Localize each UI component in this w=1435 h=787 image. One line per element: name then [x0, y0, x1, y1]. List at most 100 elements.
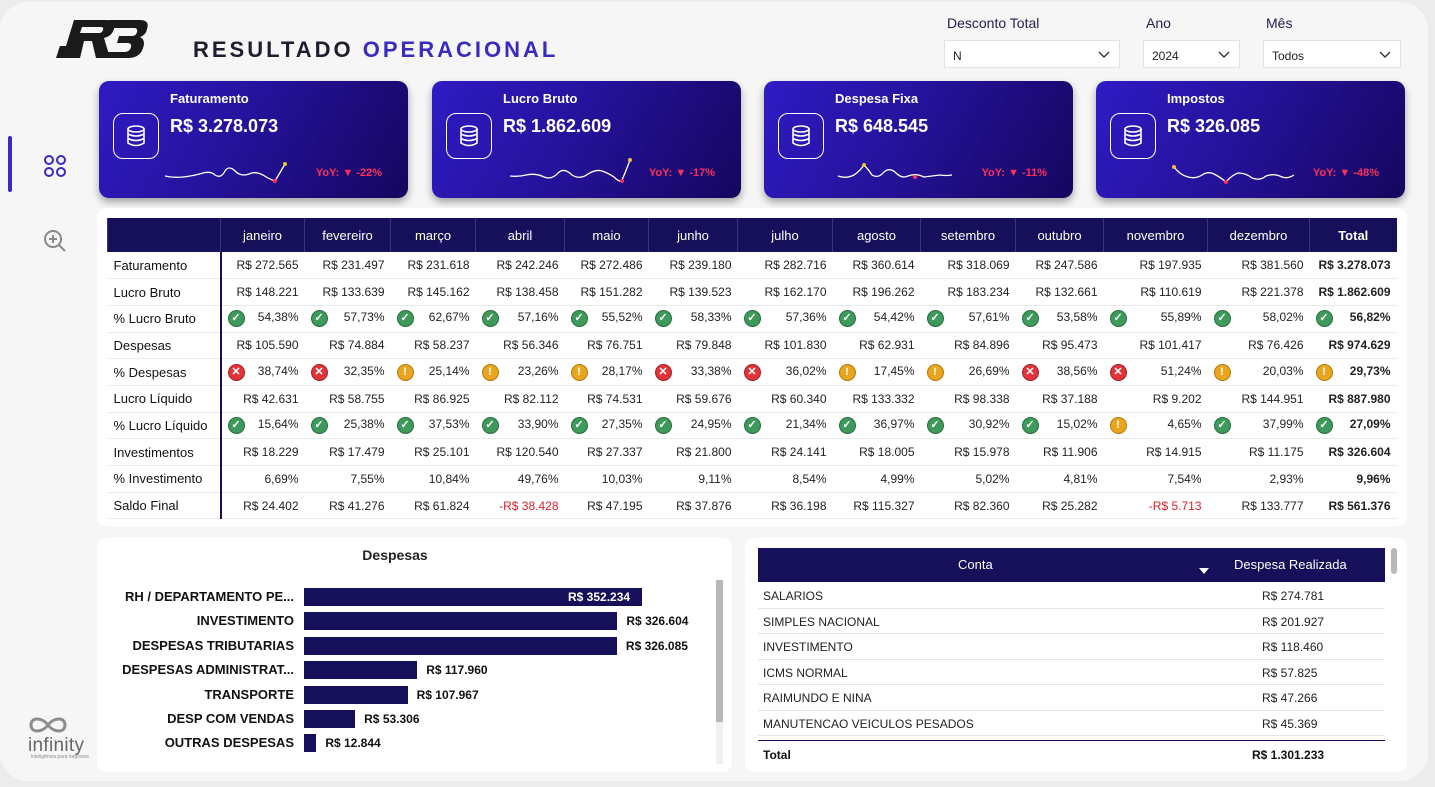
cell-value: R$ 17.479: [329, 445, 385, 460]
check-icon: [1021, 416, 1039, 434]
col-despesa-realizada[interactable]: Despesa Realizada: [1234, 557, 1347, 572]
matrix-cell: 17,45%: [832, 358, 921, 386]
bar-value-label: R$ 352.234: [568, 590, 631, 604]
matrix-cell: 7,54%: [1103, 465, 1208, 493]
cell-value: R$ 84.896: [954, 338, 1010, 353]
column-header-month[interactable]: dezembro: [1207, 218, 1310, 252]
matrix-cell: 24,95%: [648, 412, 738, 440]
bar[interactable]: [304, 612, 618, 631]
matrix-cell: R$ 18.229: [220, 438, 305, 466]
matrix-cell: R$ 282.716: [737, 252, 833, 280]
matrix-cell: 10,84%: [390, 465, 476, 493]
table-row[interactable]: MANUTENCAO VEICULOS PESADOS R$ 45.369: [758, 711, 1385, 736]
cell-value: R$ 11.906: [1043, 445, 1098, 460]
filter-ano-dropdown[interactable]: 2024: [1143, 40, 1240, 68]
column-header-month[interactable]: abril: [475, 218, 565, 252]
column-header-month[interactable]: maio: [564, 218, 649, 252]
cell-value: R$ 197.935: [1139, 258, 1202, 273]
filter-mes-dropdown[interactable]: Todos: [1263, 40, 1401, 68]
bar[interactable]: [304, 588, 642, 606]
column-header-month[interactable]: junho: [648, 218, 738, 252]
cell-value: 37,99%: [1262, 416, 1304, 431]
matrix-cell: R$ 101.830: [737, 332, 833, 360]
bar[interactable]: [304, 685, 408, 704]
column-header-month[interactable]: novembro: [1103, 218, 1208, 252]
cell-value: R$ 41.276: [329, 498, 385, 513]
matrix-cell: R$ 326.604: [1309, 438, 1397, 466]
cell-value: R$ 37.188: [1042, 391, 1098, 406]
matrix-cell: R$ 24.141: [737, 438, 833, 466]
matrix-cell: R$ 27.337: [564, 438, 649, 466]
bar[interactable]: [304, 636, 617, 655]
check-icon: [838, 416, 856, 434]
matrix-cell: R$ 9.202: [1103, 385, 1208, 413]
matrix-cell: 54,42%: [832, 305, 921, 333]
table-row[interactable]: SALARIOS R$ 274.781: [758, 583, 1385, 609]
cell-value: R$ 76.751: [587, 338, 643, 353]
cell-value: R$ 144.951: [1241, 391, 1304, 406]
matrix-cell: 27,09%: [1309, 412, 1397, 440]
dashboard-grid-icon[interactable]: [43, 154, 67, 183]
check-icon: [481, 416, 499, 434]
despesa-total-row: Total R$ 1.301.233: [758, 740, 1385, 766]
cell-value: 36,97%: [873, 416, 915, 431]
cell-value: 20,03%: [1262, 363, 1304, 378]
infinity-logo-icon: [26, 714, 70, 741]
error-x-icon: [310, 363, 328, 381]
check-icon: [227, 310, 245, 328]
matrix-cell: 58,02%: [1207, 305, 1310, 333]
chevron-down-icon: [1218, 51, 1230, 58]
column-header-month[interactable]: agosto: [832, 218, 921, 252]
matrix-cell: 25,14%: [390, 358, 476, 386]
cell-value: 56,82%: [1349, 310, 1391, 325]
table-row[interactable]: SIMPLES NACIONAL R$ 201.927: [758, 609, 1385, 634]
col-conta[interactable]: Conta: [958, 557, 993, 572]
cell-value: R$ 318.069: [947, 258, 1010, 273]
cell-value: 21,34%: [785, 416, 827, 431]
matrix-cell: R$ 21.800: [648, 438, 738, 466]
cell-value: R$ 120.540: [496, 445, 559, 460]
matrix-cell: R$ 272.486: [564, 252, 649, 280]
chart-scrollbar[interactable]: [716, 580, 723, 764]
zoom-in-icon[interactable]: [42, 228, 68, 259]
cell-value: R$ 151.282: [580, 285, 643, 300]
cell-value: 57,16%: [517, 310, 559, 325]
bar[interactable]: [304, 661, 418, 680]
column-header-month[interactable]: julho: [737, 218, 833, 252]
scrollbar-thumb[interactable]: [716, 580, 723, 722]
table-row[interactable]: INVESTIMENTO R$ 118.460: [758, 634, 1385, 660]
table-row[interactable]: ICMS NORMAL R$ 57.825: [758, 660, 1385, 685]
column-header-month[interactable]: setembro: [920, 218, 1016, 252]
cell-value: 2,93%: [1269, 471, 1304, 486]
table-row[interactable]: RAIMUNDO E NINA R$ 47.266: [758, 685, 1385, 711]
matrix-cell: 27,35%: [564, 412, 649, 440]
column-header-total[interactable]: Total: [1309, 218, 1397, 252]
matrix-cell: R$ 76.426: [1207, 332, 1310, 360]
column-header-month[interactable]: março: [390, 218, 476, 252]
despesas-chart-panel: Despesas RH / DEPARTAMENTO PE... R$ 352.2…: [97, 538, 732, 772]
cell-value: R$ 887.980: [1328, 391, 1391, 406]
column-header-month[interactable]: janeiro: [220, 218, 305, 252]
matrix-cell: R$ 18.005: [832, 438, 921, 466]
table-scrollbar-thumb[interactable]: [1391, 548, 1397, 574]
column-header-month[interactable]: fevereiro: [304, 218, 391, 252]
matrix-cell: 21,34%: [737, 412, 833, 440]
matrix-cell: R$ 360.614: [832, 252, 921, 280]
cell-value: 30,92%: [968, 416, 1010, 431]
cell-value: R$ 82.112: [504, 391, 559, 406]
matrix-cell: R$ 101.417: [1103, 332, 1208, 360]
bar-value-label: R$ 107.967: [416, 687, 479, 702]
check-icon: [1109, 310, 1127, 328]
matrix-cell: 36,97%: [832, 412, 921, 440]
cell-value: 27,09%: [1349, 416, 1391, 431]
sort-down-icon[interactable]: [1199, 568, 1209, 574]
kpi-label: Despesa Fixa: [835, 91, 919, 106]
bar-category-label: DESP COM VENDAS: [167, 711, 294, 726]
bar[interactable]: [304, 734, 317, 753]
row-label: Despesas: [107, 332, 222, 360]
cell-value: 53,58%: [1056, 310, 1098, 325]
column-header-month[interactable]: outubro: [1015, 218, 1104, 252]
filter-desconto-dropdown[interactable]: N: [944, 40, 1120, 68]
bar[interactable]: [304, 710, 356, 728]
matrix-cell: R$ 197.935: [1103, 252, 1208, 280]
